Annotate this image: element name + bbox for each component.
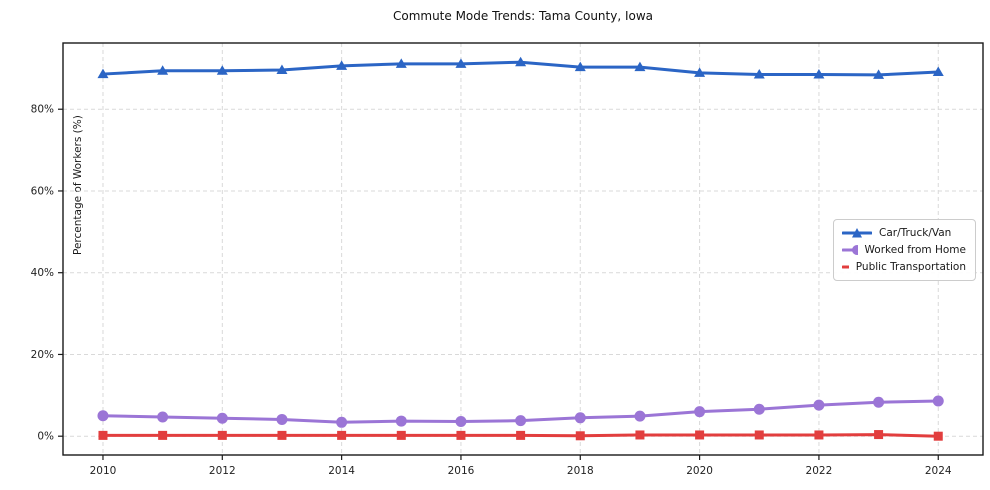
data-point-public-transportation bbox=[337, 430, 347, 440]
data-point-worked-from-home bbox=[336, 416, 348, 428]
data-point-worked-from-home bbox=[932, 395, 944, 407]
x-tick-label: 2022 bbox=[806, 465, 833, 477]
data-point-car-truck-van bbox=[873, 69, 885, 79]
legend-triangle-marker-icon bbox=[842, 228, 872, 238]
legend-label: Worked from Home bbox=[864, 244, 966, 256]
data-point-car-truck-van bbox=[932, 66, 944, 77]
data-point-worked-from-home bbox=[276, 413, 288, 425]
data-point-car-truck-van bbox=[216, 65, 228, 75]
data-point-public-transportation bbox=[635, 430, 645, 440]
data-point-car-truck-van bbox=[395, 58, 407, 68]
data-point-car-truck-van bbox=[813, 68, 825, 79]
data-point-car-truck-van bbox=[753, 68, 765, 79]
data-point-public-transportation bbox=[516, 430, 526, 440]
legend-circle-marker-icon bbox=[842, 245, 858, 255]
y-tick-label: 0% bbox=[37, 431, 54, 443]
plot-border bbox=[62, 42, 984, 456]
y-tick-label: 80% bbox=[31, 104, 54, 116]
data-point-worked-from-home bbox=[634, 410, 646, 422]
data-point-worked-from-home bbox=[813, 399, 825, 411]
data-point-car-truck-van bbox=[455, 58, 467, 68]
data-point-car-truck-van bbox=[515, 56, 527, 67]
legend-label: Car/Truck/Van bbox=[879, 227, 952, 239]
data-point-car-truck-van bbox=[97, 68, 109, 79]
data-point-worked-from-home bbox=[753, 403, 765, 415]
y-tick-label: 40% bbox=[31, 267, 54, 279]
data-point-worked-from-home bbox=[157, 411, 169, 423]
data-point-car-truck-van bbox=[694, 67, 706, 77]
data-point-worked-from-home bbox=[694, 406, 706, 418]
legend-entry-worked-from-home: Worked from Home bbox=[842, 243, 966, 257]
data-point-public-transportation bbox=[933, 431, 943, 441]
data-point-public-transportation bbox=[217, 430, 227, 440]
x-tick-label: 2018 bbox=[567, 465, 594, 477]
x-tick-label: 2020 bbox=[686, 465, 713, 477]
data-point-worked-from-home bbox=[515, 415, 527, 427]
legend-square-marker-icon bbox=[842, 265, 849, 269]
data-point-public-transportation bbox=[396, 430, 406, 440]
data-point-car-truck-van bbox=[276, 64, 288, 74]
data-point-public-transportation bbox=[456, 430, 466, 440]
data-point-public-transportation bbox=[695, 430, 705, 440]
data-point-worked-from-home bbox=[216, 412, 228, 424]
data-point-worked-from-home bbox=[455, 415, 467, 427]
x-tick-label: 2010 bbox=[90, 465, 117, 477]
x-tick-label: 2014 bbox=[328, 465, 355, 477]
data-point-worked-from-home bbox=[574, 412, 586, 424]
y-tick-label: 60% bbox=[31, 185, 54, 197]
data-point-public-transportation bbox=[277, 430, 287, 440]
legend: Car/Truck/Van Worked from Home Public Tr… bbox=[833, 219, 976, 281]
data-point-public-transportation bbox=[754, 430, 764, 440]
x-tick-label: 2012 bbox=[209, 465, 236, 477]
data-point-public-transportation bbox=[814, 430, 824, 440]
data-point-public-transportation bbox=[98, 430, 108, 440]
data-point-car-truck-van bbox=[157, 65, 169, 75]
data-point-public-transportation bbox=[158, 430, 168, 440]
data-point-worked-from-home bbox=[395, 415, 407, 427]
legend-label: Public Transportation bbox=[855, 261, 966, 273]
y-tick-label: 20% bbox=[31, 349, 54, 361]
x-tick-label: 2024 bbox=[925, 465, 952, 477]
data-point-public-transportation bbox=[874, 430, 884, 440]
data-point-car-truck-van bbox=[634, 61, 646, 72]
data-point-worked-from-home bbox=[873, 396, 885, 408]
chart-title: Commute Mode Trends: Tama County, Iowa bbox=[392, 9, 654, 23]
data-point-public-transportation bbox=[575, 431, 585, 441]
data-point-worked-from-home bbox=[97, 410, 109, 422]
x-tick-label: 2016 bbox=[448, 465, 475, 477]
data-point-car-truck-van bbox=[574, 61, 586, 72]
legend-entry-public-transportation: Public Transportation bbox=[842, 260, 966, 274]
data-point-car-truck-van bbox=[336, 60, 348, 70]
legend-entry-car-truck-van: Car/Truck/Van bbox=[842, 226, 966, 240]
